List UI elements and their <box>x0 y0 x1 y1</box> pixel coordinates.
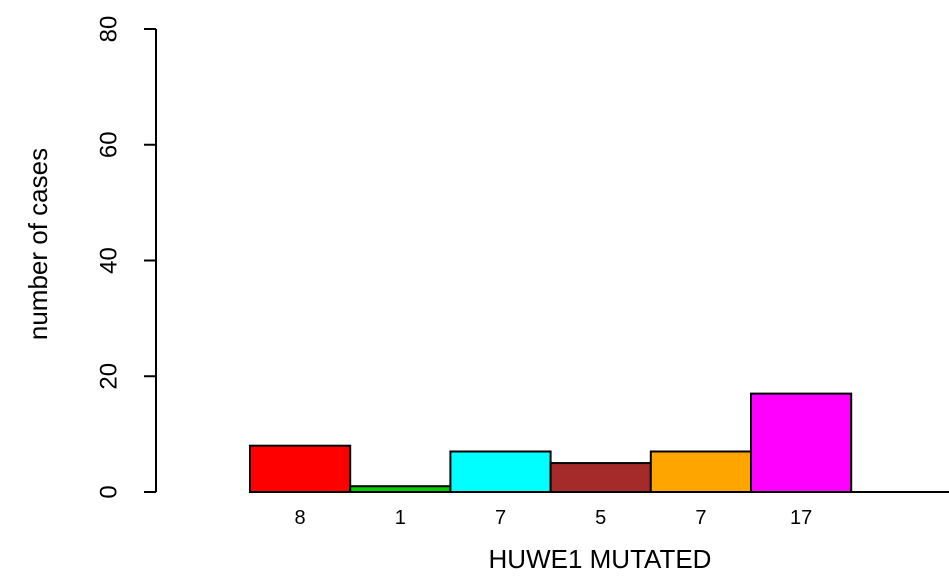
bar-count-label: 17 <box>790 507 812 529</box>
y-tick-label: 20 <box>95 363 122 390</box>
bars <box>249 392 853 494</box>
bar-count-label: 7 <box>495 507 506 529</box>
bar-count-label: 7 <box>695 507 706 529</box>
y-tick-label: 40 <box>95 247 122 274</box>
x-axis-title: HUWE1 MUTATED <box>489 544 712 574</box>
bar-count-label: 1 <box>395 507 406 529</box>
y-tick-label: 60 <box>95 131 122 158</box>
bar-count-label: 8 <box>295 507 306 529</box>
bar <box>449 450 552 493</box>
bar <box>649 450 752 493</box>
bar-count-label: 5 <box>595 507 606 529</box>
bar-labels: 8 1 7 5 7 17 <box>295 507 813 529</box>
bar <box>549 462 652 493</box>
y-axis: 0 20 40 60 80 <box>95 16 157 499</box>
y-tick-label: 80 <box>95 16 122 43</box>
bar <box>249 444 352 494</box>
y-tick-label: 0 <box>95 485 122 498</box>
bar <box>750 392 853 493</box>
y-axis-title: number of cases <box>23 148 53 340</box>
